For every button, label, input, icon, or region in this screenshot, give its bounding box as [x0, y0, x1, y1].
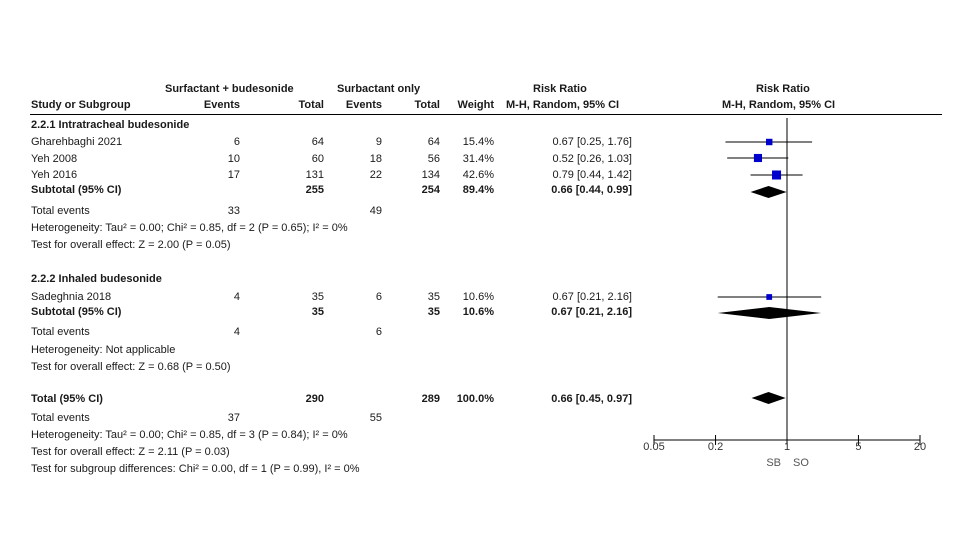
study-ci: 0.79 [0.44, 1.42] — [552, 169, 632, 181]
study-events1: 10 — [227, 153, 240, 165]
total-ci: 0.66 [0.45, 0.97] — [551, 393, 632, 405]
subtotal-total1: 255 — [305, 184, 324, 196]
study-ci: 0.52 [0.26, 1.03] — [552, 153, 632, 165]
study-name: Gharehbaghi 2021 — [31, 136, 123, 148]
total-events2: 6 — [375, 326, 382, 338]
subtotal-label: Subtotal (95% CI) — [31, 306, 122, 318]
overall-effect-text: Test for overall effect: Z = 2.00 (P = 0… — [31, 239, 231, 251]
study-marker — [753, 153, 763, 163]
subtotal-ci: 0.67 [0.21, 2.16] — [551, 306, 632, 318]
subtotal-label: Subtotal (95% CI) — [31, 184, 122, 196]
subgroup-differences-text: Test for subgroup differences: Chi² = 0.… — [31, 463, 360, 475]
plot-method-header: M-H, Random, 95% CI — [722, 99, 836, 111]
heterogeneity-text: Heterogeneity: Not applicable — [31, 344, 176, 356]
subgroup1-title: 2.2.1 Intratracheal budesonide — [31, 119, 190, 131]
col-events1-header: Events — [203, 99, 240, 111]
study-total1: 35 — [311, 291, 324, 303]
group2-header: Surbactant only — [337, 83, 421, 95]
study-events2: 18 — [369, 153, 382, 165]
study-total2: 56 — [427, 153, 440, 165]
study-weight: 42.6% — [462, 169, 494, 181]
study-marker — [772, 170, 782, 180]
study-marker — [766, 138, 773, 146]
overall-effect-text: Test for overall effect: Z = 2.11 (P = 0… — [31, 446, 230, 458]
col-weight-header: Weight — [457, 99, 494, 111]
heterogeneity-text: Heterogeneity: Tau² = 0.00; Chi² = 0.85,… — [31, 222, 348, 234]
study-name: Sadeghnia 2018 — [31, 291, 112, 303]
heterogeneity-text: Heterogeneity: Tau² = 0.00; Chi² = 0.85,… — [31, 429, 348, 441]
x-tick-label: 5 — [855, 441, 861, 453]
total-events1: 33 — [227, 205, 240, 217]
study-events2: 22 — [369, 169, 382, 181]
total-events2: 49 — [369, 205, 382, 217]
pooled-diamond — [750, 186, 787, 198]
favours-left-label: SB — [766, 457, 781, 469]
study-events1: 4 — [233, 291, 240, 303]
study-events2: 9 — [375, 136, 382, 148]
study-ci: 0.67 [0.25, 1.76] — [552, 136, 632, 148]
study-total1: 131 — [305, 169, 324, 181]
total-events-label: Total events — [31, 326, 90, 338]
pooled-diamond — [717, 307, 822, 319]
total-label: Total (95% CI) — [31, 393, 103, 405]
study-total2: 64 — [427, 136, 440, 148]
total-events-label: Total events — [31, 205, 90, 217]
plot-risk-ratio-header: Risk Ratio — [756, 83, 810, 95]
x-tick-label: 0.05 — [643, 441, 664, 453]
study-events1: 6 — [233, 136, 240, 148]
col-method-header: M-H, Random, 95% CI — [506, 99, 620, 111]
total-events2: 55 — [369, 412, 382, 424]
study-ci: 0.67 [0.21, 2.16] — [552, 291, 632, 303]
total-total2: 289 — [421, 393, 440, 405]
study-weight: 31.4% — [462, 153, 494, 165]
study-name: Yeh 2008 — [31, 153, 78, 165]
study-marker — [766, 294, 773, 300]
x-tick-label: 0.2 — [708, 441, 723, 453]
subgroup2-title: 2.2.2 Inhaled budesonide — [31, 273, 162, 285]
total-events-label: Total events — [31, 412, 90, 424]
total-events1: 37 — [227, 412, 240, 424]
subtotal-total2: 35 — [427, 306, 440, 318]
col-events2-header: Events — [345, 99, 382, 111]
col-study-header: Study or Subgroup — [31, 99, 131, 111]
subtotal-weight: 89.4% — [462, 184, 494, 196]
pooled-diamond — [751, 392, 786, 404]
study-weight: 15.4% — [462, 136, 494, 148]
study-total1: 64 — [311, 136, 324, 148]
x-tick-label: 20 — [914, 441, 926, 453]
risk-ratio-header: Risk Ratio — [533, 83, 587, 95]
overall-effect-text: Test for overall effect: Z = 0.68 (P = 0… — [31, 361, 231, 373]
study-name: Yeh 2016 — [31, 169, 78, 181]
col-total2-header: Total — [414, 99, 440, 111]
total-weight: 100.0% — [456, 393, 494, 405]
study-total2: 134 — [421, 169, 440, 181]
favours-right-label: SO — [793, 457, 809, 469]
total-total1: 290 — [305, 393, 324, 405]
study-total2: 35 — [427, 291, 440, 303]
col-total1-header: Total — [298, 99, 324, 111]
study-events1: 17 — [227, 169, 240, 181]
study-events2: 6 — [375, 291, 382, 303]
study-weight: 10.6% — [462, 291, 494, 303]
subtotal-total1: 35 — [311, 306, 324, 318]
x-tick-label: 1 — [784, 441, 790, 453]
subtotal-total2: 254 — [421, 184, 440, 196]
group1-header: Surfactant + budesonide — [165, 83, 294, 95]
subtotal-ci: 0.66 [0.44, 0.99] — [551, 184, 632, 196]
subtotal-weight: 10.6% — [462, 306, 494, 318]
total-events1: 4 — [233, 326, 240, 338]
study-total1: 60 — [311, 153, 324, 165]
